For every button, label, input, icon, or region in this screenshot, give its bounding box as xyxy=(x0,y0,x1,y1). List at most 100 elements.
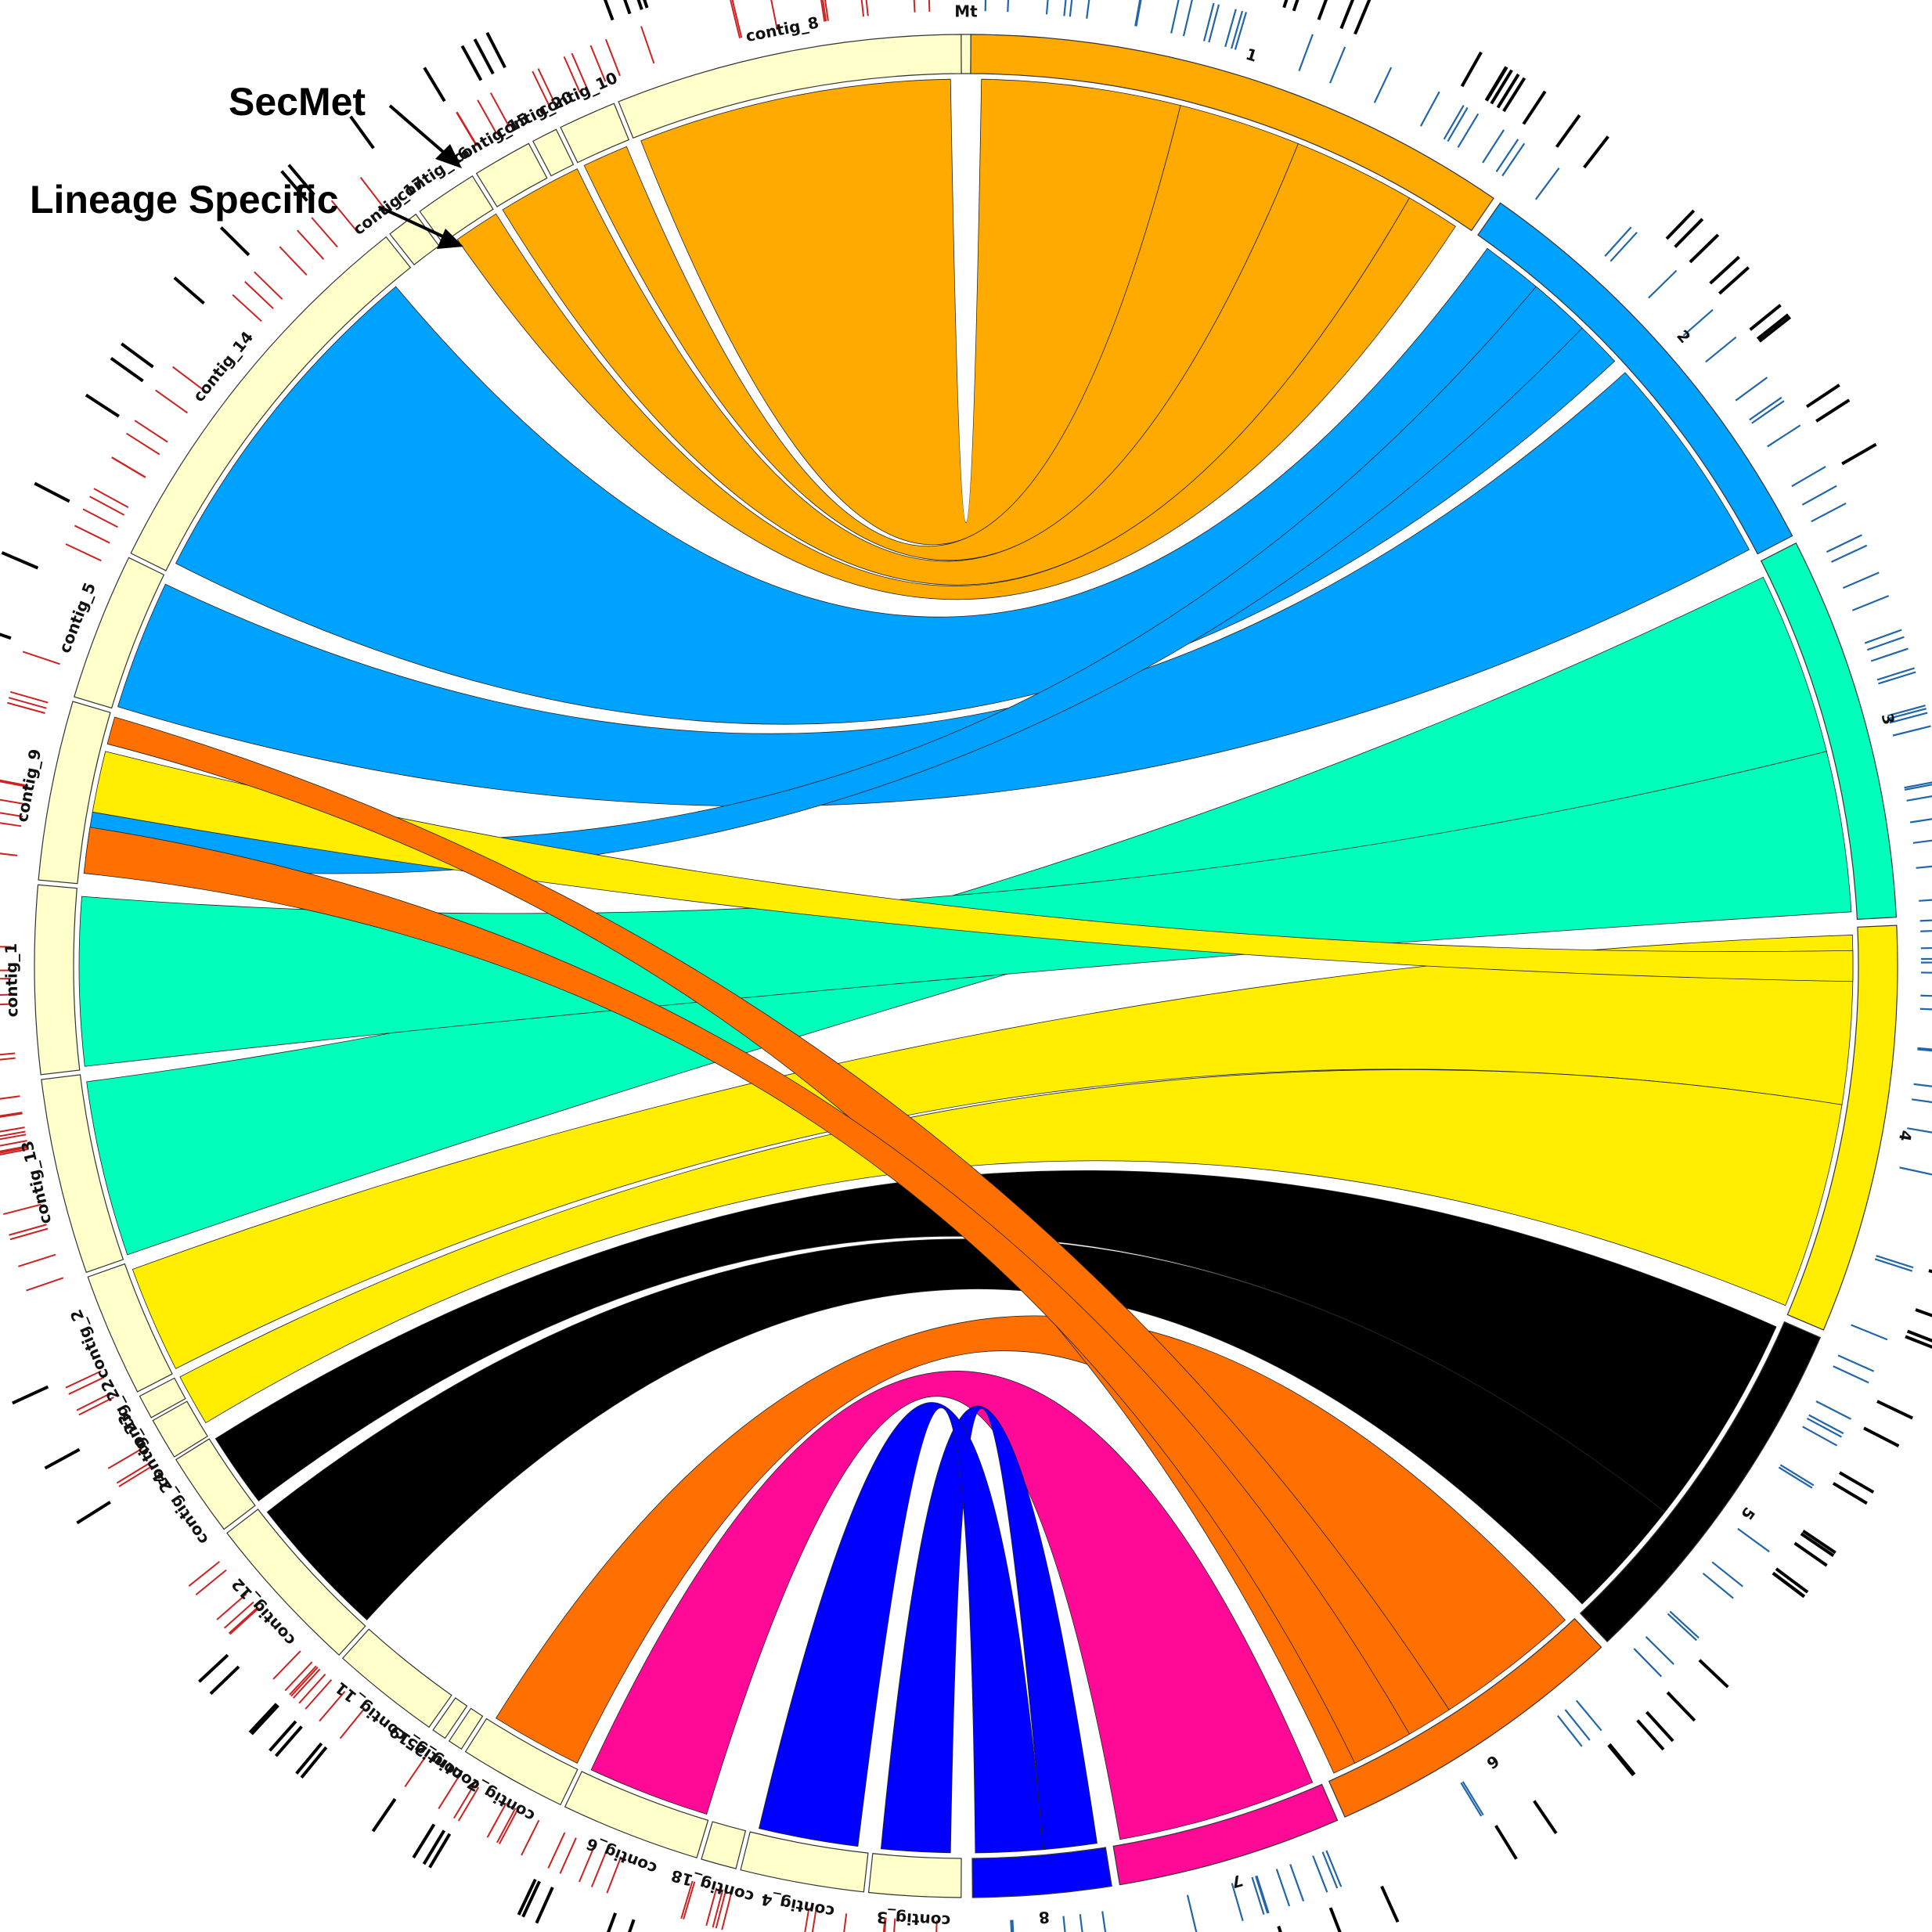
chromosome-feature-tick xyxy=(1443,105,1465,140)
chromosome-feature-tick xyxy=(1633,1648,1663,1678)
segment-label: 8 xyxy=(1038,1908,1051,1927)
secmet-tick xyxy=(44,1447,81,1470)
secmet-tick xyxy=(1645,1710,1674,1743)
ideogram-segment-contig-24 xyxy=(175,1438,256,1530)
secmet-tick xyxy=(1758,315,1792,343)
chromosome-feature-tick xyxy=(1811,502,1847,523)
lineage-specific-tick xyxy=(9,1224,47,1236)
lineage-specific-tick xyxy=(319,1691,346,1722)
legend: SecMet Lineage Specific xyxy=(30,80,463,249)
lineage-specific-tick xyxy=(65,1370,102,1389)
chromosome-feature-tick xyxy=(1831,544,1868,563)
synteny-ribbon xyxy=(759,1402,1044,1854)
secmet-tick xyxy=(1915,1308,1932,1317)
synteny-ribbon xyxy=(175,247,1616,725)
synteny-ribbon xyxy=(880,1405,1098,1854)
ideogram-ring xyxy=(34,34,1898,1898)
chromosome-feature-tick xyxy=(1779,1464,1815,1487)
secmet-tick xyxy=(1282,0,1289,9)
secmet-tick xyxy=(85,393,120,418)
ideogram-segment-contig-22 xyxy=(139,1377,186,1418)
lineage-specific-tick xyxy=(188,1561,220,1587)
secmet-tick xyxy=(1756,313,1790,341)
lineage-specific-tick xyxy=(824,0,829,21)
ideogram-segment-contig-4 xyxy=(740,1831,869,1893)
lineage-specific-tick xyxy=(311,217,338,248)
chromosome-feature-tick xyxy=(1062,1916,1066,1932)
lineage-specific-tick xyxy=(116,1462,151,1484)
lineage-specific-tick xyxy=(0,1112,23,1117)
chromosome-feature-tick xyxy=(1312,1855,1328,1893)
chromosome-feature-tick xyxy=(1749,396,1782,421)
secmet-tick xyxy=(1772,1571,1806,1599)
chromosome-feature-tick xyxy=(1011,1919,1015,1932)
chromosome-feature-tick xyxy=(1909,818,1932,824)
secmet-tick xyxy=(1496,73,1520,109)
chromosome-feature-tick xyxy=(1705,336,1737,363)
chromosome-feature-tick xyxy=(1373,67,1393,103)
secmet-tick xyxy=(371,1797,397,1833)
lineage-specific-tick xyxy=(822,0,827,22)
lineage-specific-tick xyxy=(0,1003,13,1006)
ideogram-segment-contig-2 xyxy=(87,1263,173,1393)
secmet-tick xyxy=(280,170,308,202)
ideogram-segment-3 xyxy=(1760,542,1898,920)
chromosome-feature-tick xyxy=(1182,0,1193,37)
lineage-specific-tick xyxy=(715,1890,727,1929)
chromosome-feature-tick xyxy=(1501,142,1526,177)
secmet-tick xyxy=(423,67,446,103)
chromosome-feature-tick xyxy=(1208,4,1220,43)
chromosome-feature-tick xyxy=(1202,2,1215,41)
lineage-specific-tick xyxy=(0,812,23,818)
chromosome-feature-tick xyxy=(1906,795,1932,802)
ideogram-segment-contig-7 xyxy=(464,1718,579,1806)
lineage-specific-tick xyxy=(0,1130,26,1137)
lineage-specific-tick xyxy=(292,1668,321,1699)
lineage-specific-tick xyxy=(579,1845,596,1883)
lineage-specific-tick xyxy=(563,56,581,93)
lineage-specific-tick xyxy=(882,1917,886,1932)
secmet-tick xyxy=(623,0,632,15)
secmet-tick xyxy=(1339,0,1355,30)
secmet-tick xyxy=(250,1704,279,1736)
chromosome-feature-tick xyxy=(1609,232,1638,262)
lineage-specific-tick xyxy=(126,432,160,456)
chromosome-feature-tick xyxy=(1876,667,1915,681)
chromosome-feature-tick xyxy=(1329,46,1346,84)
lineage-specific-tick xyxy=(284,1661,313,1692)
lineage-specific-tick xyxy=(935,1920,938,1932)
chromosome-feature-tick xyxy=(1564,1709,1591,1741)
lineage-specific-tick xyxy=(359,177,385,209)
secmet-tick xyxy=(1698,1659,1729,1689)
lineage-specific-tick xyxy=(254,271,283,300)
lineage-specific-tick xyxy=(0,993,12,996)
chromosome-feature-tick xyxy=(1007,0,1010,13)
chromosome-feature-tick xyxy=(1275,1869,1291,1907)
lineage-specific-tick xyxy=(457,1786,480,1822)
lineage-specific-tick xyxy=(7,701,45,714)
lineage-specific-tick xyxy=(18,1253,56,1267)
lineage-specific-tick xyxy=(571,52,589,90)
lineage-specific-tick xyxy=(499,1808,519,1844)
lineage-specific-tick xyxy=(532,70,550,107)
lineage-specific-tick xyxy=(229,1607,260,1635)
lineage-specific-tick xyxy=(537,68,556,105)
lineage-specific-tick xyxy=(0,798,25,806)
secmet-tick xyxy=(209,1665,240,1696)
secmet-tick xyxy=(34,481,70,503)
lineage-specific-tick xyxy=(68,1376,105,1395)
chromosome-feature-tick xyxy=(1851,595,1890,611)
ideogram-segment-contig-14 xyxy=(130,236,412,571)
lineage-specific-tick xyxy=(590,1850,607,1887)
lineage-specific-tick xyxy=(89,496,125,516)
chromosome-feature-tick xyxy=(1920,994,1932,997)
secmet-tick xyxy=(628,1919,636,1932)
synteny-ribbon xyxy=(83,827,1411,1764)
secmet-tick xyxy=(1353,0,1372,35)
secmet-tick xyxy=(1749,304,1782,331)
chromosome-feature-tick xyxy=(1079,1914,1083,1932)
lineage-specific-tick xyxy=(865,0,869,16)
secmet-tick xyxy=(12,1385,49,1405)
secmet-tick xyxy=(110,356,144,383)
secmet-tick xyxy=(643,0,649,9)
